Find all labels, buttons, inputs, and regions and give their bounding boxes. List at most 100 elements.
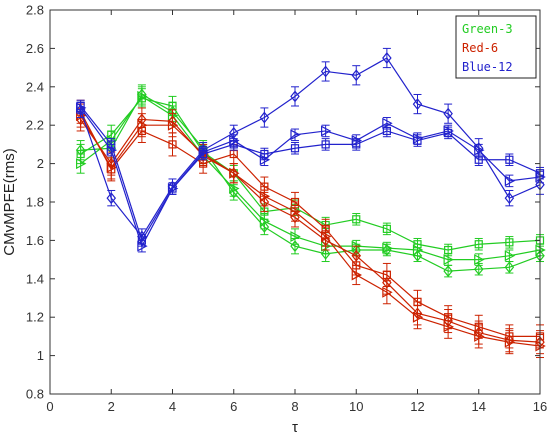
data-point-triangle bbox=[351, 135, 363, 147]
data-point-diamond bbox=[106, 192, 117, 205]
series-line bbox=[80, 95, 541, 261]
data-point-square bbox=[290, 144, 300, 153]
data-point-diamond bbox=[75, 144, 86, 157]
data-point-square bbox=[168, 140, 177, 149]
data-point-diamond bbox=[473, 142, 484, 155]
legend-item-red-6: Red-6 bbox=[462, 41, 498, 55]
data-point-square bbox=[474, 240, 483, 249]
legend-item-blue-12: Blue-12 bbox=[462, 60, 513, 74]
series-line bbox=[80, 115, 541, 347]
data-point-triangle bbox=[106, 144, 118, 156]
y-tick-label: 1 bbox=[37, 348, 44, 363]
data-point-diamond bbox=[412, 249, 423, 262]
y-tick-label: 1.2 bbox=[26, 310, 44, 325]
data-point-diamond bbox=[504, 192, 515, 205]
data-point-triangle bbox=[382, 117, 393, 129]
y-tick-label: 1.4 bbox=[26, 271, 44, 286]
x-tick-label: 10 bbox=[349, 399, 363, 414]
data-point-square bbox=[382, 224, 391, 233]
data-point-diamond bbox=[198, 144, 208, 157]
y-axis-title: CMvMPFE(rms) bbox=[1, 148, 18, 255]
data-point-diamond bbox=[443, 315, 453, 328]
legend: Green-3 Red-6 Blue-12 bbox=[455, 15, 537, 79]
data-point-diamond bbox=[137, 88, 147, 101]
x-tick-label: 12 bbox=[410, 399, 424, 414]
series-line bbox=[80, 118, 541, 343]
data-point-diamond bbox=[382, 52, 392, 64]
data-point-diamond bbox=[443, 265, 453, 278]
data-point-diamond bbox=[167, 180, 178, 193]
data-point-diamond bbox=[351, 249, 362, 262]
y-tick-label: 1.6 bbox=[26, 233, 44, 248]
y-tick-label: 1.8 bbox=[26, 195, 44, 210]
data-point-diamond bbox=[412, 307, 423, 320]
series-line bbox=[80, 97, 541, 251]
data-point-diamond bbox=[351, 69, 362, 82]
data-point-diamond bbox=[412, 98, 423, 111]
data-point-square bbox=[505, 155, 514, 164]
x-tick-label: 0 bbox=[46, 399, 53, 414]
data-point-triangle bbox=[443, 125, 454, 137]
y-tick-label: 0.8 bbox=[26, 387, 44, 402]
data-point-diamond bbox=[443, 107, 453, 120]
data-point-triangle bbox=[290, 129, 301, 141]
series-blue-12-triangle-right bbox=[76, 101, 546, 253]
data-point-diamond bbox=[167, 115, 178, 128]
data-point-triangle bbox=[321, 125, 332, 137]
data-point-triangle bbox=[259, 154, 271, 166]
data-point-diamond bbox=[473, 263, 484, 276]
data-point-square bbox=[505, 238, 514, 247]
data-point-triangle bbox=[412, 133, 424, 145]
series-line bbox=[80, 93, 541, 272]
x-tick-label: 4 bbox=[169, 399, 176, 414]
data-point-diamond bbox=[259, 220, 270, 233]
legend-item-green-3: Green-3 bbox=[462, 22, 513, 36]
data-point-square bbox=[352, 215, 361, 224]
data-point-diamond bbox=[290, 211, 300, 224]
data-point-diamond bbox=[320, 65, 331, 78]
data-point-diamond bbox=[137, 113, 147, 126]
x-axis-title: τ bbox=[292, 419, 298, 436]
x-tick-label: 16 bbox=[533, 399, 547, 414]
data-point-diamond bbox=[259, 196, 270, 208]
data-point-square bbox=[321, 140, 330, 149]
data-point-diamond bbox=[259, 111, 270, 124]
series-line bbox=[80, 107, 541, 248]
data-point-diamond bbox=[504, 261, 515, 274]
x-tick-label: 14 bbox=[472, 399, 486, 414]
axes-layer: 0 2 4 6 8 10 12 14 16 0.8 1 1.2 1.4 1.6 1.8 2 2.2 2.4 2.6 2… bbox=[26, 3, 547, 415]
y-tick-label: 2 bbox=[37, 156, 44, 171]
legend-box bbox=[455, 15, 537, 79]
data-point-diamond bbox=[504, 334, 515, 347]
data-point-triangle bbox=[474, 254, 485, 266]
y-tick-label: 2.2 bbox=[26, 118, 44, 133]
data-point-diamond bbox=[290, 240, 300, 253]
data-point-diamond bbox=[290, 90, 300, 103]
series-red-6-diamond bbox=[75, 107, 545, 355]
data-point-triangle bbox=[443, 254, 454, 266]
series-blue-12-diamond bbox=[75, 47, 545, 245]
x-tick-label: 2 bbox=[108, 399, 115, 414]
data-point-diamond bbox=[382, 276, 392, 289]
y-tick-label: 2.8 bbox=[26, 3, 44, 18]
data-point-diamond bbox=[137, 230, 147, 243]
data-point-diamond bbox=[320, 234, 331, 247]
x-tick-label: 8 bbox=[291, 399, 298, 414]
data-point-diamond bbox=[320, 247, 331, 260]
series-line bbox=[80, 111, 540, 337]
y-tick-label: 2.6 bbox=[26, 41, 44, 56]
data-point-diamond bbox=[228, 186, 239, 199]
data-point-diamond bbox=[106, 157, 117, 170]
x-tick-label: 6 bbox=[230, 399, 237, 414]
data-point-triangle bbox=[504, 175, 516, 187]
data-point-diamond bbox=[75, 103, 86, 116]
data-point-diamond bbox=[228, 126, 239, 139]
data-point-triangle bbox=[76, 158, 87, 170]
series-line bbox=[80, 57, 541, 238]
data-point-triangle bbox=[504, 250, 516, 262]
y-tick-label: 2.4 bbox=[26, 79, 44, 94]
data-point-diamond bbox=[473, 326, 484, 339]
data-point-diamond bbox=[228, 167, 239, 180]
data-point-diamond bbox=[382, 244, 392, 256]
